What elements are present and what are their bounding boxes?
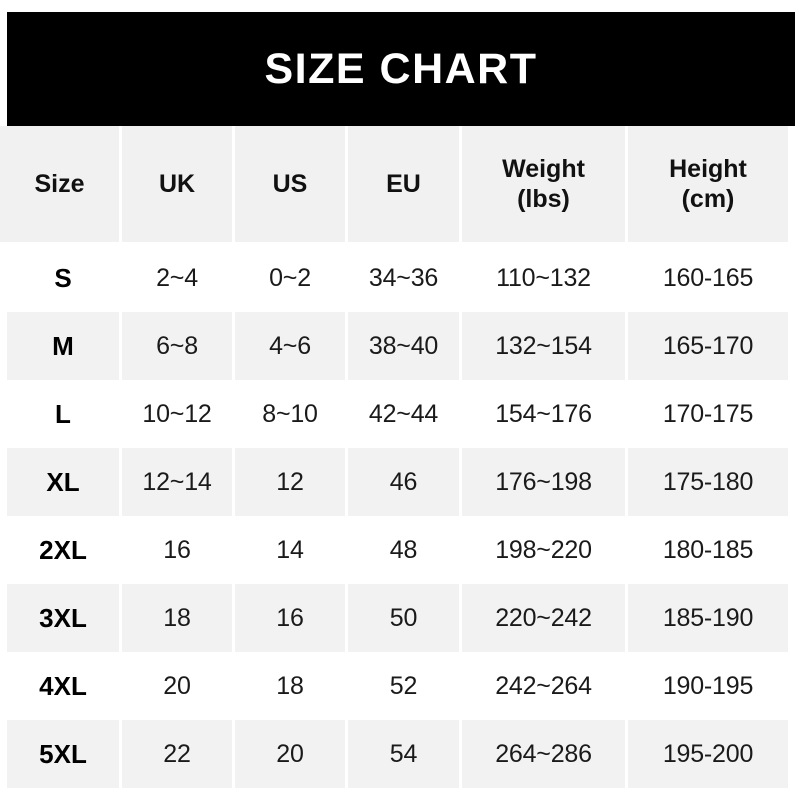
cell-us: 20 — [235, 720, 348, 788]
cell-height: 170-175 — [628, 380, 788, 448]
cell-height: 195-200 — [628, 720, 788, 788]
cell-uk: 10~12 — [122, 380, 235, 448]
table-row: 5XL 22 20 54 264~286 195-200 — [0, 720, 788, 788]
cell-weight: 264~286 — [462, 720, 628, 788]
cell-us: 18 — [235, 652, 348, 720]
cell-size: 2XL — [0, 516, 122, 584]
cell-size: M — [0, 312, 122, 380]
cell-weight: 176~198 — [462, 448, 628, 516]
table-row: M 6~8 4~6 38~40 132~154 165-170 — [0, 312, 788, 380]
column-header-weight: Weight (lbs) — [462, 126, 628, 244]
cell-eu: 38~40 — [348, 312, 462, 380]
cell-height: 160-165 — [628, 244, 788, 312]
column-header-height: Height (cm) — [628, 126, 788, 244]
table-body: S 2~4 0~2 34~36 110~132 160-165 M 6~8 4~… — [0, 244, 788, 788]
cell-eu: 34~36 — [348, 244, 462, 312]
column-header-us-label: US — [272, 169, 308, 198]
cell-uk: 18 — [122, 584, 235, 652]
cell-uk: 2~4 — [122, 244, 235, 312]
column-header-size: Size — [0, 126, 122, 244]
cell-height: 175-180 — [628, 448, 788, 516]
column-header-weight-unit: (lbs) — [517, 185, 570, 213]
cell-weight: 198~220 — [462, 516, 628, 584]
cell-eu: 54 — [348, 720, 462, 788]
cell-us: 14 — [235, 516, 348, 584]
cell-size: XL — [0, 448, 122, 516]
cell-height: 185-190 — [628, 584, 788, 652]
table-row: 3XL 18 16 50 220~242 185-190 — [0, 584, 788, 652]
cell-eu: 50 — [348, 584, 462, 652]
cell-size: 5XL — [0, 720, 122, 788]
cell-uk: 22 — [122, 720, 235, 788]
column-header-eu-label: EU — [386, 169, 421, 198]
cell-size: 3XL — [0, 584, 122, 652]
page-title: SIZE CHART — [264, 44, 538, 93]
column-header-eu: EU — [348, 126, 462, 244]
cell-weight: 242~264 — [462, 652, 628, 720]
cell-eu: 48 — [348, 516, 462, 584]
cell-uk: 20 — [122, 652, 235, 720]
cell-height: 190-195 — [628, 652, 788, 720]
cell-us: 16 — [235, 584, 348, 652]
title-banner: SIZE CHART — [7, 12, 795, 126]
cell-us: 8~10 — [235, 380, 348, 448]
table-header: Size UK US EU Weight (lbs) Height (cm) — [0, 126, 788, 244]
table-row: XL 12~14 12 46 176~198 175-180 — [0, 448, 788, 516]
table-row: S 2~4 0~2 34~36 110~132 160-165 — [0, 244, 788, 312]
column-header-uk: UK — [122, 126, 235, 244]
column-header-size-label: Size — [34, 169, 85, 198]
cell-us: 4~6 — [235, 312, 348, 380]
cell-us: 0~2 — [235, 244, 348, 312]
cell-uk: 6~8 — [122, 312, 235, 380]
cell-size: L — [0, 380, 122, 448]
cell-eu: 52 — [348, 652, 462, 720]
cell-height: 180-185 — [628, 516, 788, 584]
cell-height: 165-170 — [628, 312, 788, 380]
cell-size: 4XL — [0, 652, 122, 720]
column-header-height-unit: (cm) — [681, 185, 735, 213]
table-header-row: Size UK US EU Weight (lbs) Height (cm) — [0, 126, 788, 244]
column-header-weight-label: Weight — [502, 154, 585, 183]
column-header-us: US — [235, 126, 348, 244]
cell-weight: 154~176 — [462, 380, 628, 448]
cell-eu: 42~44 — [348, 380, 462, 448]
cell-weight: 132~154 — [462, 312, 628, 380]
cell-uk: 12~14 — [122, 448, 235, 516]
table-row: 4XL 20 18 52 242~264 190-195 — [0, 652, 788, 720]
table-row: L 10~12 8~10 42~44 154~176 170-175 — [0, 380, 788, 448]
size-chart-table: Size UK US EU Weight (lbs) Height (cm) — [0, 126, 788, 788]
cell-eu: 46 — [348, 448, 462, 516]
column-header-height-label: Height — [669, 154, 747, 183]
cell-uk: 16 — [122, 516, 235, 584]
column-header-uk-label: UK — [158, 169, 196, 198]
cell-weight: 220~242 — [462, 584, 628, 652]
cell-us: 12 — [235, 448, 348, 516]
cell-weight: 110~132 — [462, 244, 628, 312]
table-row: 2XL 16 14 48 198~220 180-185 — [0, 516, 788, 584]
cell-size: S — [0, 244, 122, 312]
